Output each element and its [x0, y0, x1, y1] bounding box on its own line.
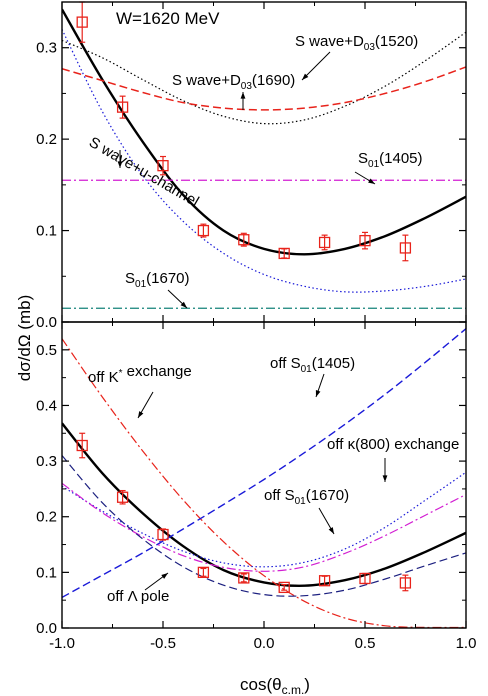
series-line-0-0	[62, 8, 466, 256]
series-line-0-2	[62, 66, 466, 111]
s01-1670-arrow-head	[180, 301, 187, 308]
x-axis-label-main: cos(θ	[240, 675, 282, 694]
data-point	[238, 572, 250, 584]
y-tick-label: 0.5	[36, 342, 57, 359]
bottom-panel: 0.0 0.1 0.2 0.3 0.4 0.5 -1.0 -0.5 0.0 0.5 1.0	[36, 321, 477, 652]
off-s01-1670-label: off S01(1670)	[264, 487, 349, 507]
data-point	[359, 572, 371, 585]
series-line-0-5	[62, 29, 466, 293]
y-tick-label: 0.3	[36, 453, 57, 470]
data-point	[359, 234, 371, 247]
off-k-star-label: off K* exchange	[88, 363, 192, 386]
chart-title: W=1620 MeV	[116, 9, 220, 28]
off-kappa-800-arrow-head	[382, 475, 388, 482]
x-tick-label: -0.5	[150, 635, 176, 652]
data-point	[399, 242, 412, 254]
data-point	[399, 577, 412, 589]
off-s01-1405-arrow-head	[315, 390, 321, 397]
series-line-1-1	[62, 338, 466, 628]
data-point	[238, 234, 250, 246]
s01-1670-label: S01(1670)	[125, 270, 190, 290]
y-tick-label: 0.3	[36, 40, 57, 57]
top-panel: 0.0 0.1 0.2 0.3	[36, 1, 467, 331]
y-tick-label: 0.2	[36, 509, 57, 526]
data-point	[278, 581, 290, 594]
x-tick-label: -1.0	[49, 635, 75, 652]
off-s01-1670-arrow-head	[328, 527, 334, 534]
s-wave-d03-1690-arrow-head	[240, 92, 246, 99]
data-point	[318, 236, 331, 249]
series-line-1-5	[62, 455, 466, 597]
data-point	[197, 566, 210, 579]
y-tick-label: 0.2	[36, 131, 57, 148]
data-point	[197, 224, 210, 237]
s-wave-d03-1520-label: S wave+D03(1520)	[295, 33, 418, 53]
series-line-1-3	[62, 471, 466, 568]
off-s01-1405-label: off S01(1405)	[270, 355, 355, 375]
x-axis-label: cos(θc.m.)	[240, 675, 310, 696]
y-tick-label: 0.1	[36, 564, 57, 581]
y-tick-label: 0.0	[36, 314, 57, 331]
s-wave-d03-1520-arrow	[301, 51, 331, 81]
y-axis-label: dσ/dΩ (mb)	[15, 295, 34, 382]
off-lambda-pole-arrow-head	[161, 573, 168, 579]
x-tick-label: 0.0	[254, 635, 275, 652]
off-kappa-800-label: off κ(800) exchange	[327, 436, 459, 453]
series-line-0-1	[62, 31, 466, 125]
s01-1405-arrow-head	[368, 178, 375, 184]
y-tick-label: 0.0	[36, 620, 57, 637]
data-point	[318, 575, 331, 587]
s01-1405-label: S01(1405)	[358, 150, 423, 170]
series-line-1-0	[62, 422, 466, 587]
data-point	[76, 439, 88, 452]
off-lambda-pole-label: off Λ pole	[107, 588, 169, 605]
annotations: W=1620 MeV S wave+D03(1520)S wave+D03(169…	[86, 9, 459, 605]
data-point	[116, 101, 129, 113]
data-point	[76, 16, 88, 28]
series-line-1-4	[62, 482, 466, 572]
off-k-star-arrow-head	[138, 411, 144, 418]
s-wave-u-channel-arrow-head	[117, 161, 123, 168]
s-wave-d03-1690-label: S wave+D03(1690)	[172, 72, 295, 92]
y-tick-label: 0.4	[36, 397, 57, 414]
y-tick-label: 0.1	[36, 223, 57, 240]
x-axis-label-sub: c.m.	[282, 683, 305, 696]
data-point	[157, 160, 169, 172]
data-point	[278, 247, 290, 260]
series-line-1-2	[62, 328, 466, 599]
data-point	[116, 491, 129, 503]
x-tick-label: 1.0	[456, 635, 477, 652]
x-tick-label: 0.5	[355, 635, 376, 652]
x-axis-label-end: )	[304, 675, 310, 694]
s-wave-d03-1520-arrow-head	[302, 73, 309, 80]
data-point	[157, 528, 169, 541]
